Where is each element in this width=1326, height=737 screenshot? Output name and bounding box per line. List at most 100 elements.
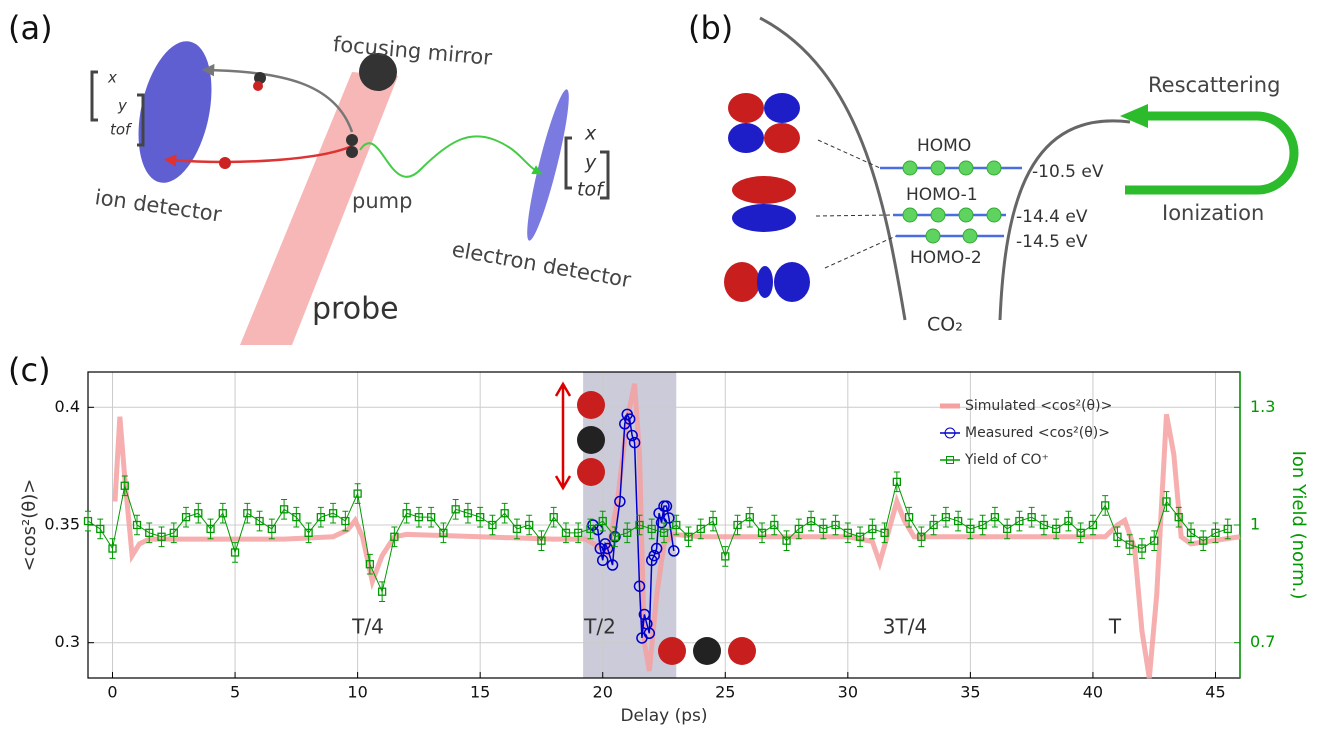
marker <box>132 520 142 530</box>
legend-label: Measured <cos²(θ)> <box>965 425 1110 441</box>
error-bar <box>305 522 312 544</box>
marker <box>377 587 387 596</box>
error-bar <box>820 518 827 540</box>
marker <box>770 520 779 530</box>
marker <box>96 524 105 534</box>
marker <box>745 513 754 522</box>
marker <box>684 532 693 541</box>
x-axis-label: Delay (ps) <box>620 706 707 726</box>
atom <box>728 637 756 665</box>
error-bar <box>317 506 324 528</box>
marker <box>1064 516 1073 526</box>
marker <box>598 516 607 526</box>
coord: x <box>584 123 597 145</box>
marker <box>426 513 436 522</box>
error-bar <box>979 514 986 536</box>
level-energy: -14.5 eV <box>1016 232 1088 252</box>
marker <box>549 513 558 522</box>
error-bar <box>636 514 643 536</box>
error-bar <box>1102 495 1109 516</box>
error-bar <box>673 514 680 536</box>
error-bar <box>1224 518 1231 540</box>
marker <box>1211 528 1220 537</box>
marker <box>635 520 644 530</box>
marker <box>341 516 350 526</box>
arrow <box>1125 111 1299 195</box>
marker <box>512 524 522 534</box>
marker <box>610 532 620 541</box>
error-bar <box>538 530 545 551</box>
error-bar <box>587 518 594 540</box>
level-name: HOMO-2 <box>910 248 982 268</box>
particle <box>254 72 266 84</box>
level-energy: -10.5 eV <box>1032 162 1104 182</box>
level-name: HOMO <box>917 136 971 156</box>
error-bar <box>354 483 361 504</box>
error-bar <box>967 518 974 540</box>
marker <box>463 509 473 518</box>
error-bar <box>1138 538 1145 559</box>
marker <box>316 513 326 522</box>
marker <box>488 520 497 530</box>
error-bar <box>930 514 937 536</box>
error-bar <box>281 499 288 520</box>
marker <box>476 513 485 522</box>
coord: tof <box>577 179 606 201</box>
annotation: T/2 <box>583 615 616 639</box>
marker <box>917 532 926 541</box>
legend-swatch <box>944 427 956 439</box>
atom <box>577 458 605 486</box>
x-tick-label: 30 <box>838 683 858 702</box>
error-bar <box>256 510 263 532</box>
error-bar <box>648 518 655 540</box>
marker <box>831 520 840 530</box>
error-bar <box>219 502 226 524</box>
electrons <box>902 160 1002 244</box>
error-bar <box>379 581 386 602</box>
error-bar <box>366 553 373 575</box>
electron-path <box>359 135 543 178</box>
error-bar <box>1040 514 1047 536</box>
error-bar <box>599 510 606 532</box>
marker <box>1125 540 1134 549</box>
error-bar <box>268 518 275 540</box>
error-bar <box>415 506 422 528</box>
error-bar <box>195 502 202 524</box>
marker <box>586 524 595 534</box>
marker <box>1052 524 1061 534</box>
error-bar <box>1065 510 1072 532</box>
error-bar <box>661 522 667 544</box>
error-bar <box>1004 518 1011 540</box>
panel-b: (b) HOMO HOMO-1 HOMO-2 -10.5 eV -14.4 eV… <box>688 9 1299 336</box>
error-bar <box>734 514 741 536</box>
error-bar <box>697 518 704 540</box>
error-bar <box>685 526 692 548</box>
legend-label: Yield of CO⁺ <box>964 452 1049 468</box>
panel-label: (c) <box>8 351 51 389</box>
label: probe <box>312 292 399 327</box>
potential <box>998 119 1131 321</box>
marker <box>1162 497 1171 506</box>
error-bar <box>611 526 618 548</box>
marker <box>304 528 313 537</box>
marker <box>353 489 362 498</box>
label: Rescattering <box>1148 73 1280 97</box>
y2-tick-label: 0.7 <box>1250 632 1275 651</box>
marker <box>1076 528 1085 537</box>
y2-tick-label: 1 <box>1250 515 1260 534</box>
error-bar <box>1163 491 1170 512</box>
marker <box>843 528 852 537</box>
error-bar <box>207 518 214 540</box>
bracket <box>90 70 145 147</box>
error-bar <box>1114 526 1121 548</box>
marker <box>145 528 154 537</box>
panel-a: (a) x y tof x y tof focusing mirror ion … <box>8 9 633 345</box>
panel-label: (a) <box>8 9 53 47</box>
y2-axis-label: Ion Yield (norm.) <box>1288 451 1309 600</box>
arrow <box>554 381 572 491</box>
error-bar <box>722 546 729 567</box>
line <box>87 480 1228 594</box>
error-bar <box>146 522 153 544</box>
marker <box>601 542 614 555</box>
marker <box>941 513 951 522</box>
